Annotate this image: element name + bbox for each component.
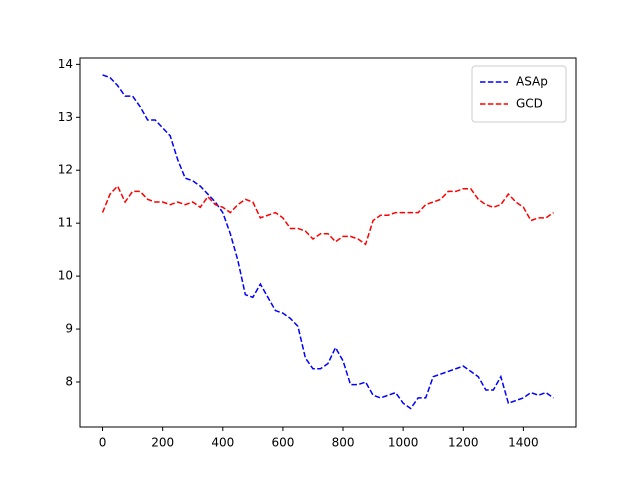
x-tick-label: 1200: [448, 436, 479, 450]
y-tick-label: 9: [65, 322, 73, 336]
legend-label: GCD: [516, 97, 543, 111]
y-tick-label: 8: [65, 375, 73, 389]
line: [101, 184, 554, 246]
x-tick-label: 1400: [508, 436, 539, 450]
legend-box: [471, 65, 567, 123]
x-tick-label: 800: [332, 436, 355, 450]
x-tick-label: 400: [211, 436, 234, 450]
line: [102, 74, 554, 410]
x-tick-label: 1000: [388, 436, 419, 450]
y-tick-label: 11: [58, 216, 73, 230]
x-tick-label: 0: [99, 436, 107, 450]
y-tick-label: 13: [58, 110, 73, 124]
y-tick-label: 12: [58, 163, 73, 177]
x-tick-label: 200: [151, 436, 174, 450]
x-tick-label: 600: [271, 436, 294, 450]
legend-label: ASAp: [516, 75, 548, 89]
plot-frame: [79, 57, 577, 428]
y-tick-label: 14: [58, 57, 73, 71]
y-tick-label: 10: [58, 269, 73, 283]
